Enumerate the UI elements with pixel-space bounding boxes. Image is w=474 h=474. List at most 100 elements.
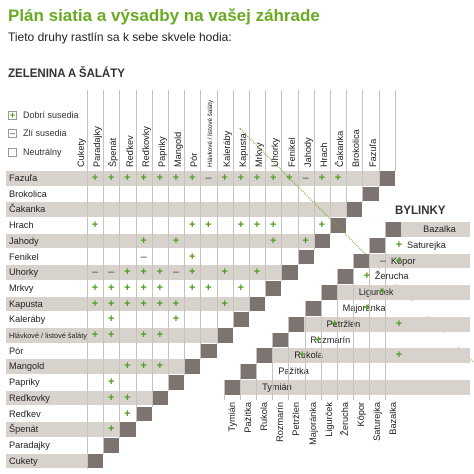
veg-col-line: [346, 90, 348, 219]
veg-col-label: Brokolica: [351, 129, 362, 167]
veg-row-label: Mrkvy: [9, 282, 34, 293]
herb-row-band: [240, 364, 470, 379]
herb-diagonal-cell: [241, 364, 257, 379]
veg-diagonal-cell: [266, 280, 282, 296]
veg-diagonal-cell: [363, 186, 379, 202]
good-neighbor-mark: +: [140, 329, 147, 341]
good-neighbor-mark: +: [237, 281, 245, 294]
good-neighbor-mark: +: [363, 270, 371, 283]
veg-row-band: [6, 280, 282, 296]
veg-diagonal-cell: [282, 265, 298, 280]
page-title: Plán siatia a výsadby na vašej záhrade: [8, 6, 320, 25]
good-neighbor-mark: +: [140, 297, 147, 310]
veg-col-label: Paradajky: [92, 126, 103, 167]
good-neighbor-mark: +: [188, 266, 196, 279]
herb-col-line: [240, 364, 242, 400]
good-neighbor-mark: +: [334, 172, 342, 184]
veg-diagonal-cell: [347, 202, 363, 218]
good-neighbor-mark: +: [107, 172, 115, 184]
veg-row-band: [6, 406, 152, 422]
good-neighbor-mark: +: [140, 266, 147, 279]
veg-row-band: [6, 312, 249, 327]
herb-col-line: [320, 285, 322, 400]
good-neighbor-mark: +: [140, 172, 147, 184]
good-neighbor-mark: +: [91, 329, 99, 341]
veg-row-label: Reďkovky: [9, 392, 50, 403]
herb-diagonal-cell: [273, 332, 289, 348]
good-neighbor-mark: +: [253, 219, 261, 232]
veg-col-label: Hlávkové / listové šaláty: [206, 99, 214, 167]
good-neighbor-mark: +: [363, 302, 371, 314]
veg-row-label: Špenát: [9, 424, 39, 435]
good-neighbor-mark: +: [253, 172, 261, 184]
good-neighbor-mark: +: [221, 266, 228, 279]
good-neighbor-mark: +: [395, 317, 403, 330]
herb-col-label: Ligurček: [323, 402, 334, 437]
good-neighbor-mark: +: [172, 172, 180, 184]
good-neighbor-mark: +: [124, 407, 131, 420]
veg-col-line: [103, 90, 105, 454]
good-neighbor-mark: +: [107, 376, 115, 389]
veg-col-line: [330, 90, 331, 234]
veg-row-band: [6, 186, 379, 202]
good-neighbor-mark: +: [107, 281, 115, 294]
legend-neutral: Neutrálny: [8, 145, 62, 159]
veg-diagonal-cell: [152, 390, 168, 406]
good-neighbor-mark: +: [205, 219, 212, 232]
good-neighbor-mark: +: [188, 219, 196, 232]
veg-row-band: [6, 249, 314, 265]
veg-row-label: Jahody: [9, 235, 39, 246]
veg-row-band: [6, 218, 347, 233]
veg-row-band: [6, 453, 104, 469]
veg-col-label: Reďkovky: [140, 126, 151, 167]
good-neighbor-mark: +: [269, 219, 277, 232]
veg-col-label: Kapusta: [238, 133, 248, 167]
veg-row-band: [6, 375, 185, 390]
good-neighbor-mark: +: [379, 286, 387, 299]
veg-row-label: Reďkev: [9, 408, 41, 419]
good-neighbor-mark: +: [395, 254, 403, 267]
veg-col-line: [394, 90, 396, 171]
veg-col-line: [281, 90, 283, 281]
good-neighbor-mark: +: [156, 360, 164, 373]
good-neighbor-mark: +: [140, 360, 147, 373]
veg-col-line: [313, 90, 315, 250]
veg-row-label: Mangold: [9, 361, 45, 372]
veg-row-label: Papriky: [9, 377, 40, 388]
veg-col-label: Hrach: [319, 142, 329, 167]
section-vegetables-title: ZELENINA A ŠALÁTY: [8, 68, 125, 80]
good-neighbor-mark: +: [124, 172, 131, 184]
good-neighbor-mark: +: [188, 172, 196, 184]
good-neighbor-mark: +: [237, 219, 245, 232]
herb-diagonal-cell: [321, 285, 337, 300]
veg-row-label: Cukety: [9, 455, 38, 466]
veg-row-label: Uhorky: [9, 267, 39, 278]
good-neighbor-mark: +: [124, 266, 131, 279]
good-neighbor-mark: +: [221, 172, 228, 184]
good-neighbor-mark: +: [156, 329, 164, 341]
good-neighbor-mark: +: [107, 391, 115, 404]
veg-col-label: Kaleráby: [221, 130, 232, 167]
veg-col-line: [151, 90, 153, 407]
herb-diagonal-cell: [337, 269, 353, 285]
herb-row-label: Saturejka: [407, 239, 446, 250]
herb-diagonal-cell: [369, 237, 385, 253]
veg-col-label: Mangold: [173, 131, 184, 167]
plus-icon: +: [8, 109, 17, 120]
herb-row-label: Ligurček: [358, 287, 394, 298]
veg-col-label: Reďkev: [124, 135, 135, 167]
veg-col-label: Jahody: [302, 137, 313, 167]
herb-diagonal-cell: [386, 222, 402, 237]
herb-row-label: Majoránka: [342, 303, 386, 313]
good-neighbor-mark: +: [253, 266, 261, 279]
herb-col-line: [336, 269, 338, 400]
veg-row-label: Fenikel: [9, 251, 39, 262]
veg-diagonal-cell: [169, 375, 185, 390]
good-neighbor-mark: +: [124, 360, 131, 373]
veg-row-label: Brokolica: [9, 188, 47, 199]
herb-row-band: [320, 285, 470, 300]
veg-row-label: Hlávkové / listové šaláty: [9, 331, 87, 340]
veg-col-line: [232, 90, 234, 328]
veg-col-label: Fenikel: [286, 137, 297, 167]
